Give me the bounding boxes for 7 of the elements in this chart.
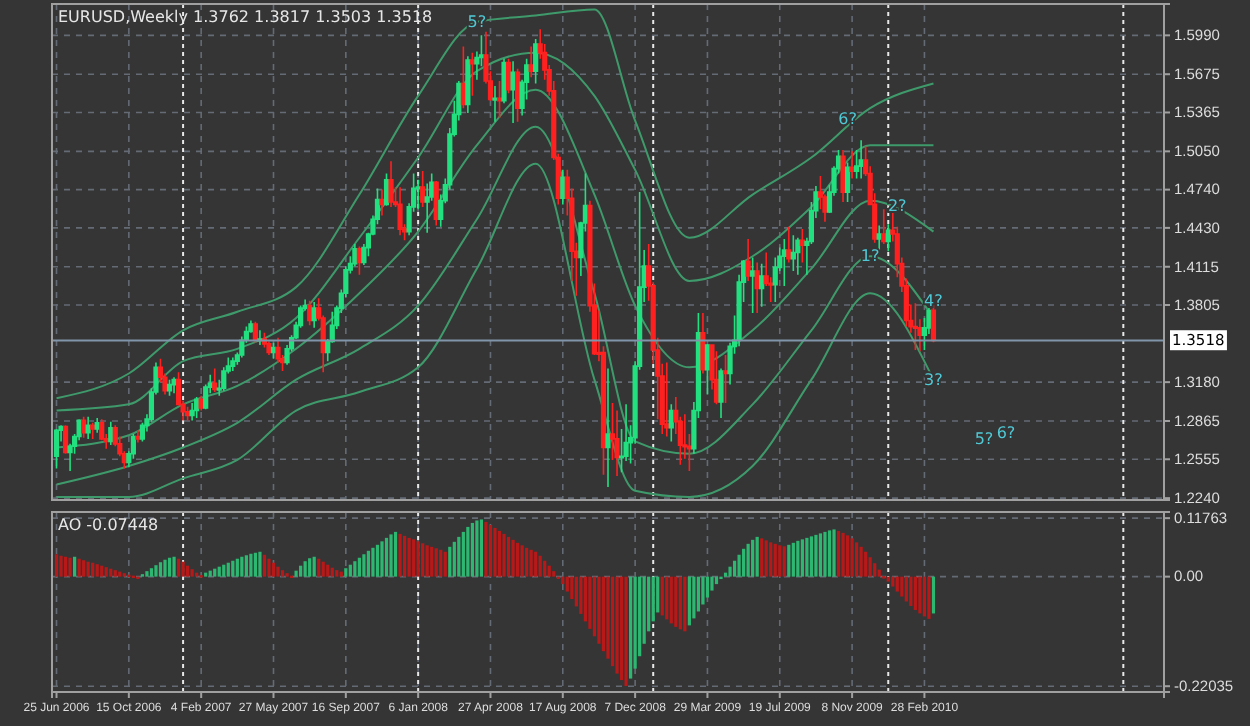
annotation: 3? — [924, 370, 943, 389]
chart-title: EURUSD,Weekly 1.3762 1.3817 1.3503 1.3518 — [58, 8, 433, 26]
annotation: 6? — [996, 424, 1016, 442]
annotation: 5? — [974, 430, 994, 448]
annotation: 4? — [924, 291, 943, 310]
chart-title: AO -0.07448 — [58, 516, 159, 534]
annotation: 6? — [838, 110, 857, 129]
